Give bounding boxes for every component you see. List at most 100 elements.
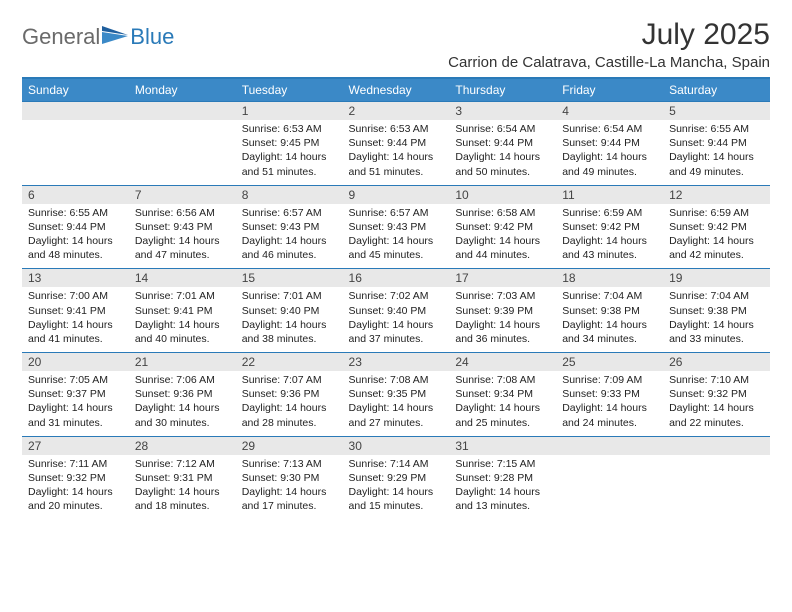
sunset-label: Sunset: [135, 305, 171, 317]
cell-body: Sunrise: 6:59 AMSunset: 9:42 PMDaylight:… [556, 204, 663, 269]
sunset-line: Sunset: 9:42 PM [455, 220, 550, 234]
sunset-value: 9:37 PM [67, 388, 106, 400]
cell-body: Sunrise: 7:13 AMSunset: 9:30 PMDaylight:… [236, 455, 343, 520]
daylight-line: Daylight: 14 hours and 36 minutes. [455, 318, 550, 346]
sunrise-label: Sunrise: [349, 458, 388, 470]
day-number: 27 [22, 437, 129, 455]
sunset-value: 9:40 PM [387, 305, 426, 317]
day-number: 6 [22, 186, 129, 204]
sunset-line: Sunset: 9:32 PM [669, 387, 764, 401]
sunrise-line: Sunrise: 7:03 AM [455, 289, 550, 303]
sunrise-line: Sunrise: 7:01 AM [242, 289, 337, 303]
day-header: Monday [129, 78, 236, 102]
sunset-value: 9:39 PM [494, 305, 533, 317]
cell-body: Sunrise: 7:03 AMSunset: 9:39 PMDaylight:… [449, 287, 556, 352]
cell-body: Sunrise: 7:09 AMSunset: 9:33 PMDaylight:… [556, 371, 663, 436]
daylight-label: Daylight: [669, 319, 710, 331]
calendar-cell [129, 102, 236, 186]
sunrise-value: 7:08 AM [390, 374, 429, 386]
sunset-line: Sunset: 9:28 PM [455, 471, 550, 485]
daylight-line: Daylight: 14 hours and 27 minutes. [349, 401, 444, 429]
sunrise-value: 7:12 AM [176, 458, 215, 470]
location: Carrion de Calatrava, Castille-La Mancha… [448, 54, 770, 71]
daylight-label: Daylight: [349, 235, 390, 247]
calendar-cell: 16Sunrise: 7:02 AMSunset: 9:40 PMDayligh… [343, 269, 450, 353]
day-number: 7 [129, 186, 236, 204]
sunset-line: Sunset: 9:33 PM [562, 387, 657, 401]
calendar-cell: 15Sunrise: 7:01 AMSunset: 9:40 PMDayligh… [236, 269, 343, 353]
sunset-line: Sunset: 9:38 PM [562, 304, 657, 318]
sunrise-value: 7:08 AM [497, 374, 536, 386]
sunset-label: Sunset: [562, 137, 598, 149]
day-number: 15 [236, 269, 343, 287]
calendar-cell: 14Sunrise: 7:01 AMSunset: 9:41 PMDayligh… [129, 269, 236, 353]
sunset-label: Sunset: [669, 305, 705, 317]
sunset-line: Sunset: 9:32 PM [28, 471, 123, 485]
sunrise-label: Sunrise: [135, 207, 174, 219]
sunset-value: 9:36 PM [280, 388, 319, 400]
cell-body: Sunrise: 7:02 AMSunset: 9:40 PMDaylight:… [343, 287, 450, 352]
day-number: 14 [129, 269, 236, 287]
day-number: 29 [236, 437, 343, 455]
daylight-line: Daylight: 14 hours and 25 minutes. [455, 401, 550, 429]
day-header: Wednesday [343, 78, 450, 102]
day-number: 5 [663, 102, 770, 120]
daylight-line: Daylight: 14 hours and 44 minutes. [455, 234, 550, 262]
daylight-line: Daylight: 14 hours and 49 minutes. [562, 150, 657, 178]
sunset-label: Sunset: [242, 221, 278, 233]
sunrise-line: Sunrise: 7:04 AM [562, 289, 657, 303]
cell-body: Sunrise: 7:01 AMSunset: 9:40 PMDaylight:… [236, 287, 343, 352]
day-number: 19 [663, 269, 770, 287]
sunset-value: 9:44 PM [387, 137, 426, 149]
calendar-cell: 18Sunrise: 7:04 AMSunset: 9:38 PMDayligh… [556, 269, 663, 353]
sunrise-value: 6:59 AM [711, 207, 750, 219]
day-number: 31 [449, 437, 556, 455]
sunset-value: 9:41 PM [67, 305, 106, 317]
day-header: Tuesday [236, 78, 343, 102]
calendar-cell: 20Sunrise: 7:05 AMSunset: 9:37 PMDayligh… [22, 353, 129, 437]
sunset-label: Sunset: [242, 388, 278, 400]
sunset-line: Sunset: 9:43 PM [135, 220, 230, 234]
calendar-cell [556, 436, 663, 519]
flag-icon [102, 26, 128, 49]
sunrise-value: 6:53 AM [283, 123, 322, 135]
daylight-line: Daylight: 14 hours and 50 minutes. [455, 150, 550, 178]
sunset-label: Sunset: [669, 137, 705, 149]
sunrise-label: Sunrise: [669, 374, 708, 386]
calendar-cell: 9Sunrise: 6:57 AMSunset: 9:43 PMDaylight… [343, 185, 450, 269]
day-header: Saturday [663, 78, 770, 102]
sunset-line: Sunset: 9:44 PM [349, 136, 444, 150]
daylight-line: Daylight: 14 hours and 20 minutes. [28, 485, 123, 513]
cell-body: Sunrise: 6:57 AMSunset: 9:43 PMDaylight:… [343, 204, 450, 269]
cell-body: Sunrise: 7:15 AMSunset: 9:28 PMDaylight:… [449, 455, 556, 520]
daylight-line: Daylight: 14 hours and 13 minutes. [455, 485, 550, 513]
sunrise-line: Sunrise: 6:58 AM [455, 206, 550, 220]
cell-body-empty [129, 120, 236, 182]
sunrise-label: Sunrise: [349, 123, 388, 135]
calendar-cell: 22Sunrise: 7:07 AMSunset: 9:36 PMDayligh… [236, 353, 343, 437]
day-number: 25 [556, 353, 663, 371]
daylight-label: Daylight: [349, 319, 390, 331]
sunset-value: 9:36 PM [173, 388, 212, 400]
sunrise-value: 7:11 AM [69, 458, 107, 470]
sunrise-value: 7:04 AM [604, 290, 643, 302]
day-number: 4 [556, 102, 663, 120]
calendar-body: 1Sunrise: 6:53 AMSunset: 9:45 PMDaylight… [22, 102, 770, 520]
sunrise-label: Sunrise: [455, 458, 494, 470]
calendar-cell: 11Sunrise: 6:59 AMSunset: 9:42 PMDayligh… [556, 185, 663, 269]
sunrise-label: Sunrise: [28, 458, 67, 470]
sunrise-label: Sunrise: [455, 123, 494, 135]
calendar-cell: 5Sunrise: 6:55 AMSunset: 9:44 PMDaylight… [663, 102, 770, 186]
sunset-value: 9:30 PM [280, 472, 319, 484]
calendar-cell: 28Sunrise: 7:12 AMSunset: 9:31 PMDayligh… [129, 436, 236, 519]
day-number: 17 [449, 269, 556, 287]
sunset-value: 9:35 PM [387, 388, 426, 400]
sunrise-line: Sunrise: 6:59 AM [669, 206, 764, 220]
sunset-label: Sunset: [28, 305, 64, 317]
sunrise-label: Sunrise: [455, 290, 494, 302]
day-number: 8 [236, 186, 343, 204]
sunset-label: Sunset: [349, 472, 385, 484]
calendar-cell: 31Sunrise: 7:15 AMSunset: 9:28 PMDayligh… [449, 436, 556, 519]
cell-body: Sunrise: 7:00 AMSunset: 9:41 PMDaylight:… [22, 287, 129, 352]
brand-name-1: General [22, 24, 100, 50]
